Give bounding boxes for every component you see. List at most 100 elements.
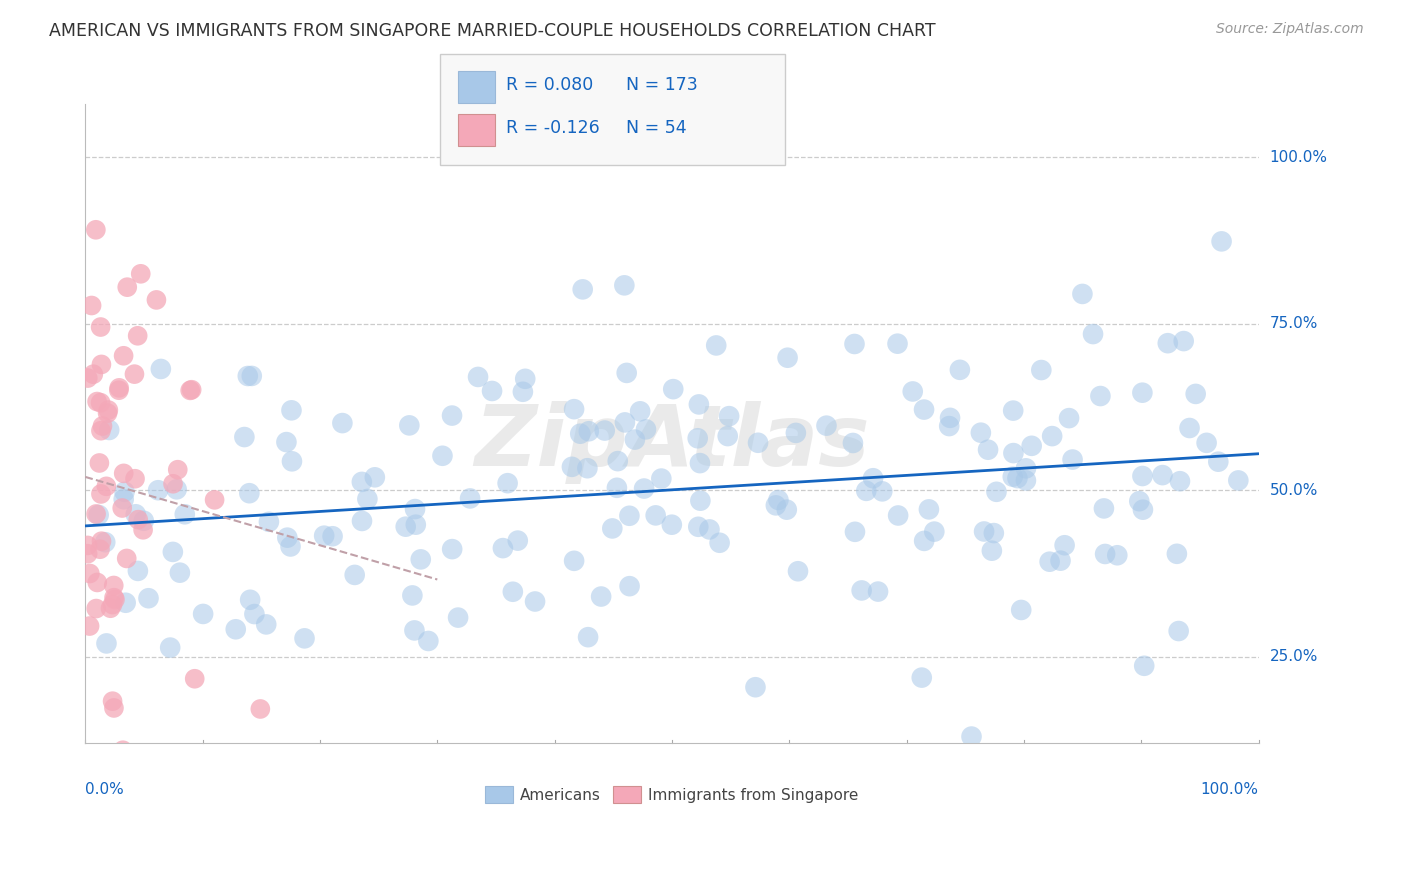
Point: [166, 483, 188, 497]
Point: [862, 471, 884, 485]
Point: [91, 419, 114, 434]
Point: [815, 418, 838, 433]
Point: [1157, 336, 1180, 351]
Point: [76, 538, 98, 552]
Point: [364, 470, 387, 484]
Point: [1133, 658, 1156, 673]
Point: [111, 501, 134, 516]
Point: [114, 484, 136, 499]
Text: 50.0%: 50.0%: [1270, 483, 1317, 498]
Point: [1094, 547, 1116, 561]
Point: [79, 619, 101, 633]
Point: [977, 442, 1000, 457]
Point: [100, 601, 122, 615]
Point: [132, 514, 155, 528]
Point: [1090, 389, 1112, 403]
Point: [606, 481, 628, 495]
Point: [149, 362, 172, 376]
Point: [86, 575, 108, 590]
Point: [1031, 363, 1053, 377]
Point: [481, 384, 503, 398]
Point: [108, 381, 131, 395]
Point: [87, 508, 110, 522]
Point: [80, 298, 103, 312]
Point: [747, 435, 769, 450]
Point: [515, 372, 537, 386]
Point: [204, 492, 226, 507]
Point: [404, 624, 426, 638]
Point: [887, 508, 910, 523]
Text: N = 173: N = 173: [626, 76, 697, 94]
Point: [765, 499, 787, 513]
Point: [624, 433, 647, 447]
Point: [243, 607, 266, 621]
Point: [1053, 538, 1076, 552]
Point: [1152, 468, 1174, 483]
Point: [970, 425, 993, 440]
Point: [842, 436, 865, 450]
Point: [127, 328, 149, 343]
Point: [911, 671, 934, 685]
Point: [97, 403, 120, 417]
Point: [506, 533, 529, 548]
Point: [103, 591, 125, 605]
Point: [84, 601, 107, 615]
Point: [98, 782, 121, 797]
Point: [458, 491, 481, 506]
Point: [117, 280, 139, 294]
Point: [183, 672, 205, 686]
Point: [94, 535, 117, 549]
Point: [146, 483, 169, 498]
Point: [104, 592, 127, 607]
Point: [405, 517, 427, 532]
Point: [90, 424, 112, 438]
Point: [983, 526, 1005, 541]
Point: [844, 524, 866, 539]
Point: [84, 223, 107, 237]
Point: [257, 515, 280, 529]
Point: [492, 541, 515, 555]
Point: [447, 610, 470, 624]
Point: [162, 545, 184, 559]
Point: [1021, 439, 1043, 453]
Point: [1049, 554, 1071, 568]
Point: [1132, 385, 1154, 400]
Point: [145, 293, 167, 307]
Point: [294, 632, 316, 646]
Point: [661, 517, 683, 532]
Point: [613, 416, 636, 430]
Text: 100.0%: 100.0%: [1201, 781, 1258, 797]
Point: [238, 486, 260, 500]
Point: [138, 591, 160, 606]
Point: [97, 406, 120, 420]
Point: [1057, 411, 1080, 425]
Point: [101, 598, 124, 612]
Point: [785, 425, 807, 440]
Point: [744, 680, 766, 694]
Point: [650, 472, 672, 486]
Point: [939, 410, 962, 425]
Point: [960, 730, 983, 744]
Text: R = 0.080: R = 0.080: [506, 76, 593, 94]
Point: [718, 409, 741, 424]
Point: [225, 622, 247, 636]
Point: [84, 507, 107, 521]
Point: [432, 449, 454, 463]
Point: [418, 634, 440, 648]
Point: [689, 493, 711, 508]
Point: [613, 278, 636, 293]
Point: [103, 701, 125, 715]
Point: [1015, 474, 1038, 488]
Legend: Americans, Immigrants from Singapore: Americans, Immigrants from Singapore: [479, 780, 865, 809]
Point: [628, 404, 651, 418]
Point: [179, 384, 201, 398]
Point: [1173, 334, 1195, 348]
Point: [662, 382, 685, 396]
Point: [1184, 387, 1206, 401]
Point: [688, 520, 710, 534]
Point: [644, 508, 666, 523]
Point: [276, 435, 298, 450]
Point: [1039, 555, 1062, 569]
Point: [918, 502, 941, 516]
Point: [688, 397, 710, 411]
